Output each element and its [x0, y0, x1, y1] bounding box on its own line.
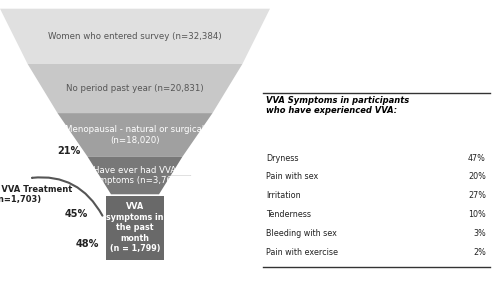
Text: 20%: 20%	[468, 172, 486, 182]
Text: Current VVA Treatment
(n=1,703): Current VVA Treatment (n=1,703)	[0, 185, 72, 204]
Text: 3%: 3%	[473, 229, 486, 238]
FancyArrowPatch shape	[164, 175, 191, 176]
Text: 27%: 27%	[468, 191, 486, 200]
Text: Pain with exercise: Pain with exercise	[266, 248, 338, 257]
FancyBboxPatch shape	[106, 196, 164, 260]
Text: VVA
symptoms in
the past
month
(n = 1,799): VVA symptoms in the past month (n = 1,79…	[106, 202, 164, 253]
Text: Dryness: Dryness	[266, 153, 299, 163]
Text: Pain with sex: Pain with sex	[266, 172, 319, 182]
Polygon shape	[58, 113, 212, 157]
Text: Bleeding with sex: Bleeding with sex	[266, 229, 338, 238]
Text: 45%: 45%	[64, 209, 88, 219]
Text: Tenderness: Tenderness	[266, 210, 312, 219]
FancyArrowPatch shape	[32, 177, 102, 216]
Text: 48%: 48%	[76, 239, 99, 249]
Text: Irritation: Irritation	[266, 191, 301, 200]
Text: 10%: 10%	[468, 210, 486, 219]
Text: 2%: 2%	[473, 248, 486, 257]
Text: 47%: 47%	[468, 153, 486, 163]
Polygon shape	[88, 157, 182, 194]
Text: Have ever had VVA
symptoms (n=3,768): Have ever had VVA symptoms (n=3,768)	[89, 166, 181, 185]
Text: 21%: 21%	[57, 146, 80, 156]
Text: Women who entered survey (n=32,384): Women who entered survey (n=32,384)	[48, 32, 222, 41]
Polygon shape	[28, 64, 242, 113]
Text: VVA Symptoms in participants
who have experienced VVA:: VVA Symptoms in participants who have ex…	[266, 96, 410, 115]
Polygon shape	[0, 9, 270, 64]
Text: No period past year (n=20,831): No period past year (n=20,831)	[66, 84, 204, 93]
Text: Menopausal - natural or surgical
(n=18,020): Menopausal - natural or surgical (n=18,0…	[66, 125, 204, 144]
